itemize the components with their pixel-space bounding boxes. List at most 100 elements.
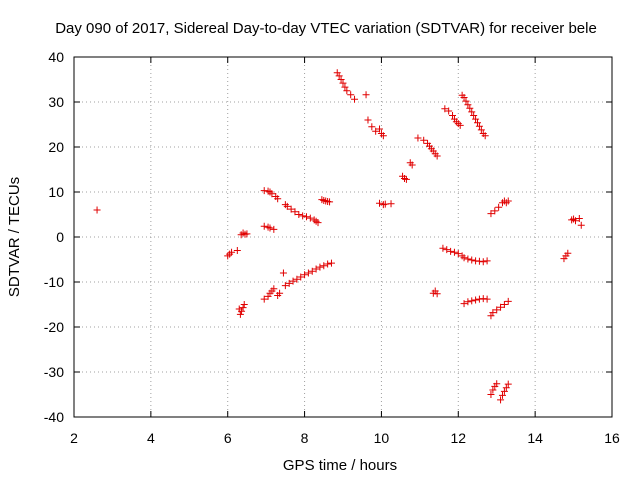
data-point-arc-13h-bottom (489, 386, 497, 394)
data-point-arc-6h (240, 301, 248, 308)
x-tick-label: 12 (450, 430, 466, 446)
data-point-arc-12h-lower (472, 296, 480, 304)
data-point-arc-13h-bottom (493, 380, 501, 388)
data-point-arc-7h-upper (314, 219, 322, 227)
data-point-arc-7h-upper (274, 195, 282, 203)
x-tick-label: 14 (527, 430, 543, 446)
data-point-arc-12h-lower (483, 295, 491, 303)
data-point-arc-7h-upper (299, 212, 307, 220)
data-point-arc-12h-upper (449, 112, 457, 119)
x-tick-label: 4 (147, 430, 155, 446)
data-point-early (93, 206, 101, 214)
data-point-arc-7h-lower (312, 265, 320, 273)
data-point-arc-15h (568, 216, 576, 224)
y-tick-label: 40 (48, 49, 64, 65)
data-point-arc-12h-mid (460, 254, 468, 262)
data-point-arc-12h-lower (493, 306, 501, 314)
data-point-arc-13h-bottom (487, 391, 495, 398)
data-point-arc-10h (433, 290, 441, 298)
data-point-arc-12h-upper (441, 105, 449, 113)
data-point-arc-13h-bottom (497, 396, 505, 404)
data-point-arc-7h-upper (283, 202, 291, 210)
data-point-arc-12h-upper (445, 107, 453, 115)
x-tick-label: 6 (224, 430, 232, 446)
data-point-arc-7h-lower (324, 260, 332, 268)
data-point-arc-7h-upper (295, 211, 303, 218)
data-point-arc-13h-bottom (500, 387, 508, 395)
data-point-arc-6h (239, 229, 247, 237)
data-point-arc-9h (347, 91, 355, 99)
data-point-arc-12h-lower (487, 312, 495, 320)
data-point-arc-13h-bottom (502, 384, 510, 392)
data-point-arc-6h (236, 310, 244, 318)
data-point-arc-12h-lower (468, 297, 476, 305)
x-tick-label: 16 (604, 430, 620, 446)
x-tick-label: 8 (301, 430, 309, 446)
data-point-arc-10h (387, 200, 395, 208)
data-point-arc-12h-lower (497, 303, 505, 311)
data-point-arc-7h-lower (276, 289, 284, 297)
data-point-arc-12h-upper (481, 132, 489, 140)
y-axis-title: SDTVAR / TECUs (6, 177, 23, 297)
data-point-arc-7h-lower (260, 295, 268, 303)
data-point-arc-12h-lower (489, 309, 497, 317)
data-point-arc-9h (364, 116, 372, 124)
grid-lines (74, 57, 612, 417)
data-point-arc-12h-upper (454, 120, 462, 128)
data-point-arc-7h-upper (326, 198, 334, 206)
data-point-arc-7h-lower (304, 269, 312, 277)
data-point-arc-12h-mid (450, 248, 458, 256)
data-point-arc-9h (335, 72, 343, 80)
x-axis-title: GPS time / hours (283, 457, 397, 474)
x-tick-label: 10 (374, 430, 390, 446)
data-point-arc-12h-mid (447, 247, 455, 255)
data-point-arc-7h-mid (270, 225, 278, 233)
data-point-arc-7h-lower (301, 271, 309, 279)
data-point-arc-7h-lower (316, 263, 324, 271)
data-point-arc-9h (333, 69, 341, 77)
data-point-arc-12h-upper (472, 115, 480, 123)
data-point-arc-9h (362, 91, 370, 99)
y-tick-label: -20 (44, 319, 64, 335)
data-point-arc-12h-mid (479, 258, 487, 266)
data-point-arc-9h (351, 95, 359, 103)
data-point-arc-6h (226, 250, 234, 258)
data-point-arc-12h-mid (468, 256, 476, 264)
data-point-arc-10h (376, 199, 384, 207)
y-tick-label: 20 (48, 139, 64, 155)
data-point-arc-12h-mid (454, 250, 462, 258)
data-point-arc-7h-upper (291, 208, 299, 216)
data-point-arc-13h-upper (504, 197, 512, 205)
data-point-arc-7h-lower (308, 267, 316, 275)
data-point-arc-12h-upper (464, 101, 472, 109)
data-point-arc-7h-upper (318, 196, 326, 204)
y-tick-label: 30 (48, 94, 64, 110)
data-point-arc-9h (376, 125, 384, 133)
data-point-arc-15h (571, 217, 579, 225)
data-point-arc-10h (433, 152, 441, 160)
data-point-arc-12h-mid (443, 246, 451, 254)
data-point-arc-12h-upper (460, 94, 468, 101)
data-point-arc-7h-upper (266, 188, 274, 196)
y-tick-label: 10 (48, 184, 64, 200)
data-point-arc-7h-mid (260, 222, 268, 230)
data-markers (93, 69, 585, 404)
data-point-arc-12h-upper (462, 97, 470, 105)
x-tick-label: 2 (70, 430, 78, 446)
data-point-arc-12h-lower (460, 300, 468, 308)
data-point-arc-12h-lower (504, 297, 512, 305)
y-tick-label: 0 (56, 229, 64, 245)
data-point-arc-7h-mid (266, 224, 274, 232)
data-point-arc-7h-lower (289, 277, 297, 285)
data-point-arc-12h-upper (466, 104, 474, 112)
data-point-arc-7h-lower (293, 275, 301, 283)
data-point-arc-7h-lower (270, 285, 278, 293)
data-point-arc-15h (575, 215, 583, 223)
chart-title: Day 090 of 2017, Sidereal Day-to-day VTE… (55, 20, 597, 37)
data-point-arc-15h (564, 249, 572, 257)
data-point-arc-7h-lower (297, 273, 305, 281)
data-point-arc-13h-bottom (498, 391, 506, 399)
data-point-arc-9h (343, 87, 351, 95)
data-point-arc-12h-upper (475, 122, 483, 130)
